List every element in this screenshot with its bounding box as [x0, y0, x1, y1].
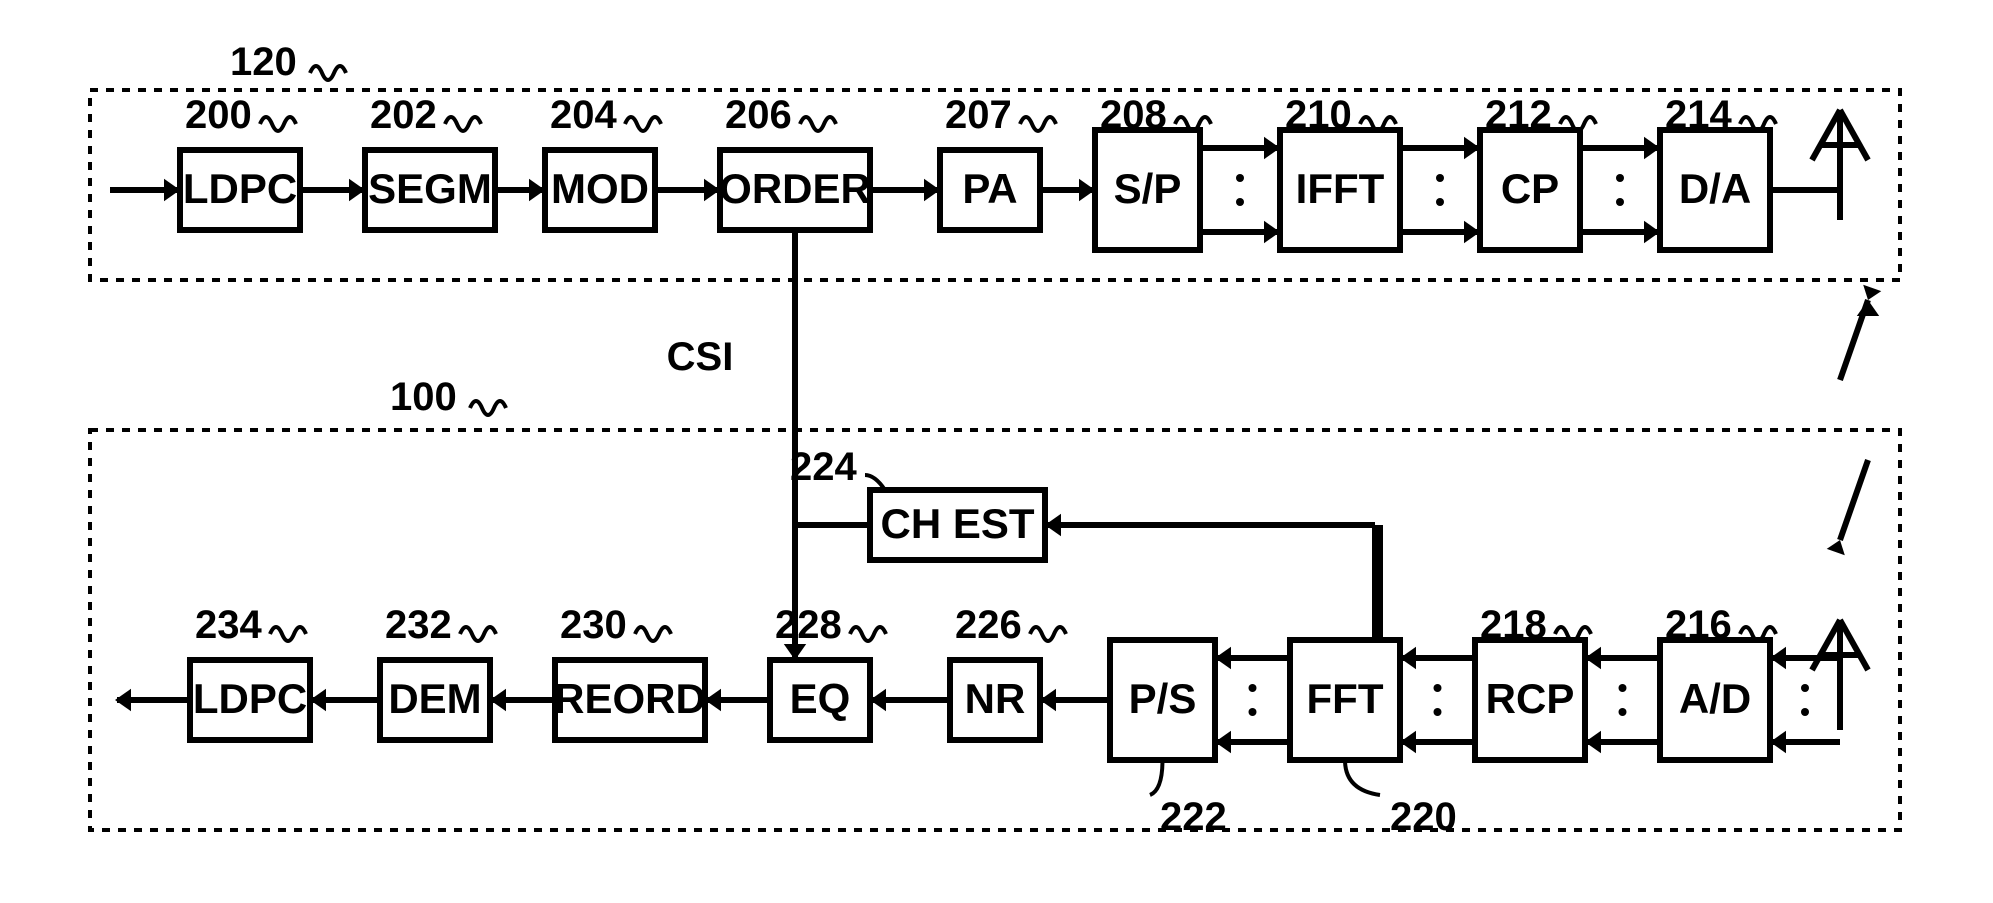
- order-label: ORDER: [719, 165, 871, 212]
- ad-label: A/D: [1679, 675, 1751, 722]
- rcp-label: RCP: [1486, 675, 1575, 722]
- sp-label: S/P: [1114, 165, 1182, 212]
- block-diagram: 120 100 LDPC 200 SEGM 202 MOD 204 ORDER 206 PA 207 S…: [20, 20, 1993, 883]
- pa-label: PA: [962, 165, 1017, 212]
- da-label: D/A: [1679, 165, 1751, 212]
- mod-ref: 204: [550, 93, 617, 137]
- fft-ref: 220: [1390, 795, 1457, 839]
- ldpc_tx-label: LDPC: [183, 165, 297, 212]
- eq-ref: 228: [775, 603, 842, 647]
- rcp-ref: 218: [1480, 603, 1547, 647]
- segm-label: SEGM: [368, 165, 492, 212]
- ifft-ref: 210: [1285, 93, 1352, 137]
- da-ref: 214: [1665, 93, 1732, 137]
- ad-ref: 216: [1665, 603, 1732, 647]
- rx-ref: 100: [390, 375, 457, 419]
- mod-label: MOD: [551, 165, 649, 212]
- csi-label: CSI: [667, 335, 734, 379]
- fft-label: FFT: [1307, 675, 1384, 722]
- eq-label: EQ: [790, 675, 851, 722]
- ps-ref: 222: [1160, 795, 1227, 839]
- chest-ref: 224: [790, 445, 857, 489]
- order-ref: 206: [725, 93, 792, 137]
- cp-ref: 212: [1485, 93, 1552, 137]
- dem-ref: 232: [385, 603, 452, 647]
- ps-label: P/S: [1129, 675, 1197, 722]
- chest-label: CH EST: [880, 500, 1034, 547]
- cp-label: CP: [1501, 165, 1559, 212]
- ldpc_tx-ref: 200: [185, 93, 252, 137]
- tx-ref: 120: [230, 40, 297, 84]
- ifft-label: IFFT: [1296, 165, 1385, 212]
- pa-ref: 207: [945, 93, 1012, 137]
- reord-label: REORD: [554, 675, 706, 722]
- ldpc_rx-label: LDPC: [193, 675, 307, 722]
- dem-label: DEM: [388, 675, 481, 722]
- nr-label: NR: [965, 675, 1026, 722]
- ldpc_rx-ref: 234: [195, 603, 262, 647]
- nr-ref: 226: [955, 603, 1022, 647]
- reord-ref: 230: [560, 603, 627, 647]
- segm-ref: 202: [370, 93, 437, 137]
- sp-ref: 208: [1100, 93, 1167, 137]
